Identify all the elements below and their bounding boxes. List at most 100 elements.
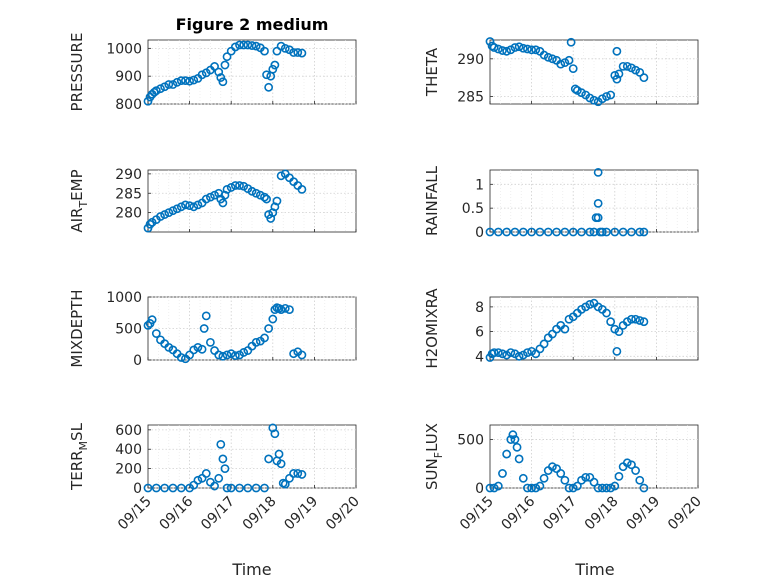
data-point: [220, 464, 230, 474]
data-point: [560, 324, 570, 334]
data-point: [168, 483, 178, 493]
data-point: [193, 475, 203, 485]
data-point: [205, 192, 215, 202]
data-point: [635, 475, 645, 485]
data-point: [193, 200, 203, 210]
x-tick-label: 09/20: [665, 494, 705, 534]
data-point: [498, 349, 507, 359]
data-point: [235, 40, 244, 50]
data-point: [222, 350, 232, 360]
y-axis-label: SUNFLUX: [423, 423, 445, 490]
data-point: [293, 48, 303, 57]
data-point: [205, 337, 215, 347]
data-point: [514, 42, 524, 52]
data-point: [189, 75, 199, 85]
data-point: [518, 43, 528, 53]
data-point: [602, 308, 611, 318]
data-point: [280, 303, 290, 313]
data-point: [566, 37, 576, 47]
data-point: [523, 483, 532, 493]
data-point: [235, 181, 244, 190]
data-point: [243, 483, 253, 493]
data-point: [168, 206, 178, 216]
data-point: [606, 317, 616, 327]
data-point: [193, 342, 203, 352]
data-point: [260, 192, 269, 202]
data-point: [602, 227, 611, 237]
data-point: [226, 483, 236, 493]
panel-theta: 285 290 THETA: [423, 37, 699, 107]
data-point: [631, 466, 640, 475]
data-point: [164, 80, 174, 89]
data-point: [602, 483, 611, 493]
panel-air-temp: 280 285 290 AIRTEMP: [68, 167, 357, 233]
data-point: [268, 64, 278, 74]
data-point: [564, 483, 574, 493]
data-point: [230, 351, 240, 360]
y-tick-label: 0: [475, 225, 484, 241]
data-point: [589, 95, 599, 105]
data-point: [548, 462, 557, 472]
data-point: [285, 305, 294, 314]
y-tick-label: 400: [115, 442, 142, 458]
x-tick-label: 09/15: [115, 494, 155, 534]
data-point: [210, 190, 219, 200]
data-point: [270, 429, 280, 439]
x-axis-label-left: Time: [231, 560, 271, 579]
data-point: [508, 430, 518, 440]
data-point: [548, 54, 557, 64]
y-tick-label: 4: [475, 349, 484, 365]
y-tick-label: 800: [115, 97, 142, 113]
y-tick-label: 1000: [106, 41, 142, 57]
data-point: [585, 300, 595, 309]
data-point: [276, 459, 286, 469]
data-point: [527, 45, 536, 55]
data-point: [556, 469, 566, 478]
data-point: [143, 483, 153, 493]
data-point: [251, 41, 261, 51]
x-tick-label: 09/15: [457, 494, 497, 534]
data-point: [614, 471, 624, 481]
data-point: [485, 37, 495, 46]
data-point: [145, 219, 155, 229]
data-point: [593, 198, 603, 208]
data-point: [176, 202, 186, 212]
y-tick-label: 500: [115, 322, 142, 338]
data-point: [210, 481, 219, 491]
data-point: [614, 69, 624, 79]
data-point: [618, 61, 628, 71]
x-tick-label: 09/18: [582, 494, 622, 534]
data-point: [489, 483, 499, 493]
data-point: [264, 324, 274, 333]
data-point: [220, 60, 230, 70]
data-point: [556, 59, 566, 69]
data-point: [289, 349, 298, 359]
panel-pressure: 800 900 1000 PRESSURE: [68, 33, 357, 113]
data-point: [493, 481, 503, 491]
data-point: [639, 317, 649, 327]
data-point: [510, 227, 520, 237]
x-tick-label: 09/16: [499, 493, 539, 533]
data-point: [593, 213, 603, 223]
data-point: [151, 329, 161, 338]
data-point: [610, 481, 620, 491]
data-point: [531, 483, 541, 493]
y-tick-label: 0.5: [462, 201, 484, 217]
panel-h2omixra: 4 6 8 H2OMIXRA: [423, 288, 699, 369]
data-point: [214, 67, 224, 77]
data-point: [543, 52, 553, 62]
data-point: [222, 184, 232, 194]
data-point: [635, 67, 645, 77]
data-point: [151, 483, 161, 493]
data-point: [156, 84, 165, 94]
data-point: [498, 469, 507, 478]
y-tick-label: 200: [115, 462, 142, 478]
x-tick-label: 09/16: [157, 493, 197, 533]
data-point: [164, 208, 174, 218]
data-point: [639, 227, 649, 237]
data-point: [289, 469, 298, 478]
y-tick-label: 900: [115, 69, 142, 85]
data-point: [210, 62, 219, 71]
y-axis-label: H2OMIXRA: [423, 288, 441, 369]
